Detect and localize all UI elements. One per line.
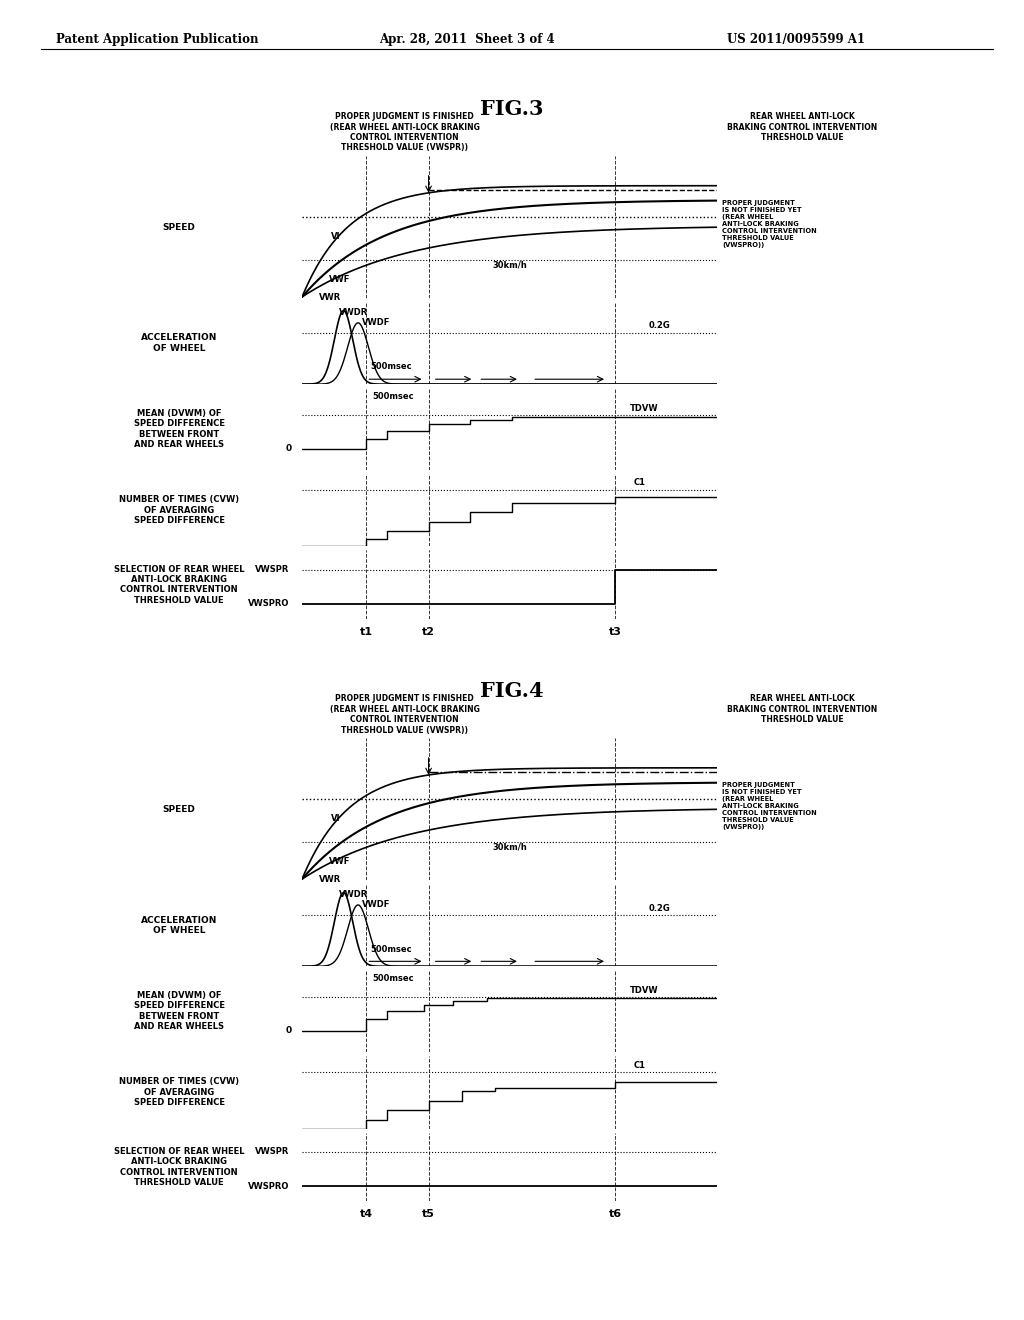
Text: 0.2G: 0.2G [648, 322, 670, 330]
Text: VWR: VWR [318, 293, 341, 302]
Text: SELECTION OF REAR WHEEL
ANTI-LOCK BRAKING
CONTROL INTERVENTION
THRESHOLD VALUE: SELECTION OF REAR WHEEL ANTI-LOCK BRAKIN… [114, 1147, 245, 1187]
Text: 500msec: 500msec [371, 363, 412, 371]
Text: NUMBER OF TIMES (CVW)
OF AVERAGING
SPEED DIFFERENCE: NUMBER OF TIMES (CVW) OF AVERAGING SPEED… [119, 495, 240, 525]
Text: VI: VI [331, 232, 341, 242]
Text: VWSPRO: VWSPRO [248, 1181, 290, 1191]
Text: t4: t4 [359, 1209, 373, 1220]
Text: 30km/h: 30km/h [493, 260, 526, 269]
Text: ACCELERATION
OF WHEEL: ACCELERATION OF WHEEL [141, 916, 217, 935]
Text: TDVW: TDVW [630, 986, 658, 995]
Text: VWSPR: VWSPR [255, 565, 290, 574]
Text: t3: t3 [608, 627, 622, 638]
Text: VI: VI [331, 814, 341, 824]
Text: t1: t1 [359, 627, 373, 638]
Text: PROPER JUDGMENT
IS NOT FINISHED YET
(REAR WHEEL
ANTI-LOCK BRAKING
CONTROL INTERV: PROPER JUDGMENT IS NOT FINISHED YET (REA… [722, 201, 817, 248]
Text: 30km/h: 30km/h [493, 842, 526, 851]
Text: TDVW: TDVW [630, 404, 658, 413]
Text: PROPER JUDGMENT
IS NOT FINISHED YET
(REAR WHEEL
ANTI-LOCK BRAKING
CONTROL INTERV: PROPER JUDGMENT IS NOT FINISHED YET (REA… [722, 783, 817, 830]
Text: VWSPR: VWSPR [255, 1147, 290, 1156]
Text: VWR: VWR [318, 875, 341, 884]
Text: SPEED: SPEED [163, 805, 196, 813]
Text: REAR WHEEL ANTI-LOCK
BRAKING CONTROL INTERVENTION
THRESHOLD VALUE: REAR WHEEL ANTI-LOCK BRAKING CONTROL INT… [727, 112, 878, 143]
Text: 500msec: 500msec [373, 974, 414, 983]
Text: t2: t2 [422, 627, 435, 638]
Text: REAR WHEEL ANTI-LOCK
BRAKING CONTROL INTERVENTION
THRESHOLD VALUE: REAR WHEEL ANTI-LOCK BRAKING CONTROL INT… [727, 694, 878, 725]
Text: 500msec: 500msec [373, 392, 414, 401]
Text: 0: 0 [286, 444, 292, 453]
Text: C1: C1 [634, 1060, 646, 1069]
Text: FIG.4: FIG.4 [480, 681, 544, 701]
Text: PROPER JUDGMENT IS FINISHED
(REAR WHEEL ANTI-LOCK BRAKING
CONTROL INTERVENTION
T: PROPER JUDGMENT IS FINISHED (REAR WHEEL … [330, 694, 479, 734]
Text: t6: t6 [608, 1209, 622, 1220]
Text: VWDR: VWDR [339, 308, 369, 317]
Text: 500msec: 500msec [371, 945, 412, 953]
Text: US 2011/0095599 A1: US 2011/0095599 A1 [727, 33, 865, 46]
Text: 0: 0 [286, 1026, 292, 1035]
Text: VWDF: VWDF [362, 318, 390, 327]
Text: C1: C1 [634, 478, 646, 487]
Text: PROPER JUDGMENT IS FINISHED
(REAR WHEEL ANTI-LOCK BRAKING
CONTROL INTERVENTION
T: PROPER JUDGMENT IS FINISHED (REAR WHEEL … [330, 112, 479, 152]
Text: SELECTION OF REAR WHEEL
ANTI-LOCK BRAKING
CONTROL INTERVENTION
THRESHOLD VALUE: SELECTION OF REAR WHEEL ANTI-LOCK BRAKIN… [114, 565, 245, 605]
Text: NUMBER OF TIMES (CVW)
OF AVERAGING
SPEED DIFFERENCE: NUMBER OF TIMES (CVW) OF AVERAGING SPEED… [119, 1077, 240, 1107]
Text: VWDR: VWDR [339, 890, 369, 899]
Text: Apr. 28, 2011  Sheet 3 of 4: Apr. 28, 2011 Sheet 3 of 4 [379, 33, 555, 46]
Text: t5: t5 [422, 1209, 435, 1220]
Text: VWSPRO: VWSPRO [248, 599, 290, 609]
Text: MEAN (DVWM) OF
SPEED DIFFERENCE
BETWEEN FRONT
AND REAR WHEELS: MEAN (DVWM) OF SPEED DIFFERENCE BETWEEN … [134, 409, 224, 449]
Text: Patent Application Publication: Patent Application Publication [56, 33, 259, 46]
Text: MEAN (DVWM) OF
SPEED DIFFERENCE
BETWEEN FRONT
AND REAR WHEELS: MEAN (DVWM) OF SPEED DIFFERENCE BETWEEN … [134, 991, 224, 1031]
Text: VWF: VWF [329, 275, 350, 284]
Text: ACCELERATION
OF WHEEL: ACCELERATION OF WHEEL [141, 334, 217, 352]
Text: 0.2G: 0.2G [648, 904, 670, 912]
Text: VWDF: VWDF [362, 900, 390, 909]
Text: FIG.3: FIG.3 [480, 99, 544, 119]
Text: VWF: VWF [329, 857, 350, 866]
Text: SPEED: SPEED [163, 223, 196, 231]
